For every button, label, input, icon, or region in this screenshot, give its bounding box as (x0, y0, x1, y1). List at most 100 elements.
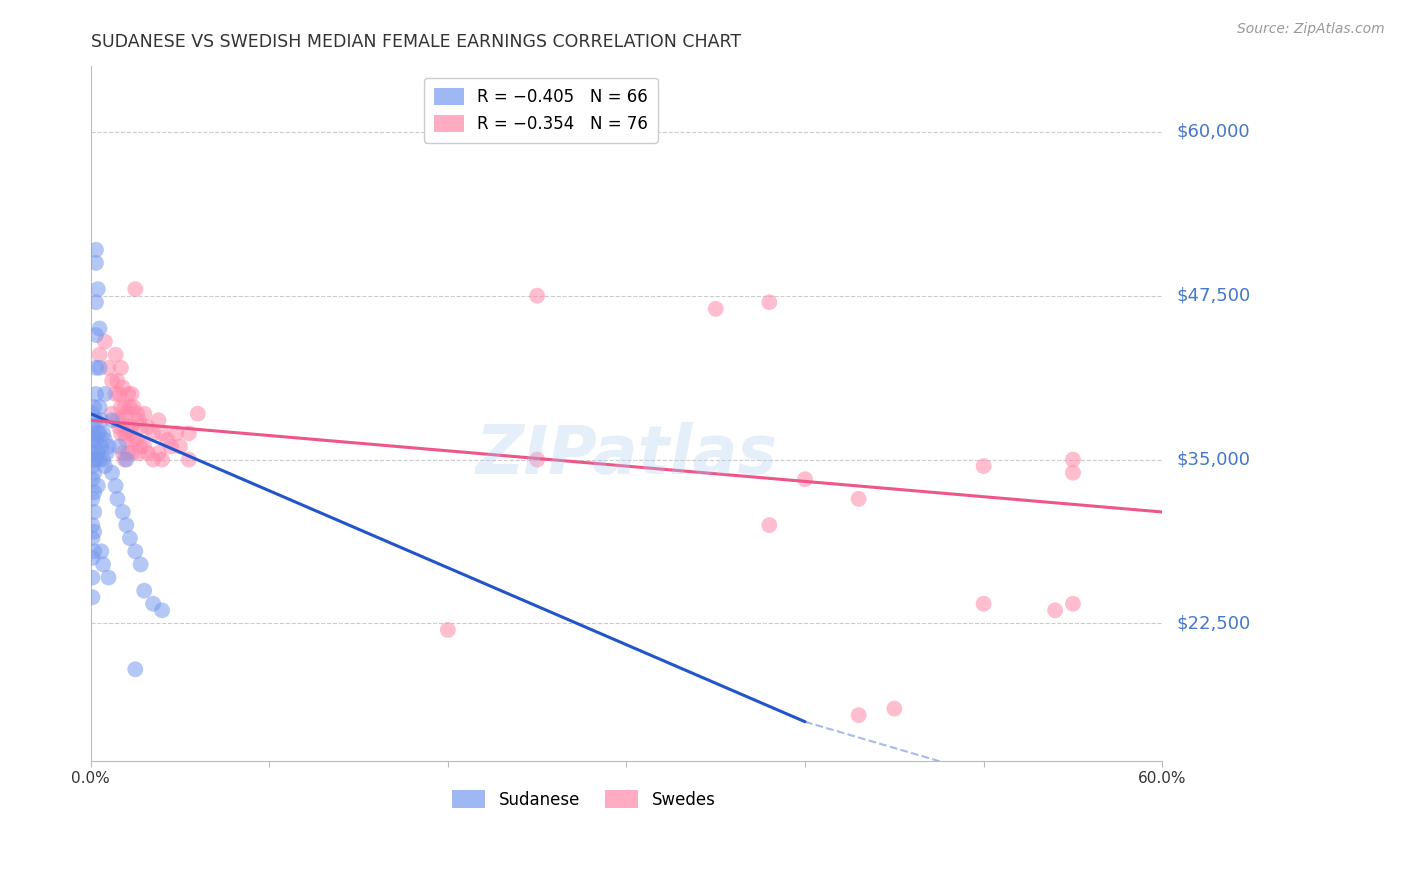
Point (107, 413, 129, 427)
Point (1062, 466, 1084, 480)
Point (758, 295, 780, 310)
Point (84, 256, 107, 270)
Point (94, 433, 117, 447)
Point (177, 452, 200, 467)
Point (89, 360, 111, 375)
Point (118, 531, 141, 545)
Point (115, 518, 138, 533)
Point (124, 662, 146, 676)
Point (107, 491, 129, 506)
Point (124, 282, 146, 296)
Point (115, 433, 138, 447)
Point (101, 413, 124, 427)
Point (90, 413, 112, 427)
Text: $60,000: $60,000 (1177, 123, 1250, 141)
Point (97, 570, 120, 584)
Point (110, 360, 132, 375)
Point (89, 400, 111, 414)
Point (82, 472, 104, 486)
Point (108, 440, 131, 454)
Point (83, 524, 105, 539)
Point (84, 328, 107, 343)
Point (82, 531, 104, 545)
Point (1062, 597, 1084, 611)
Point (82, 491, 104, 506)
Point (187, 407, 209, 421)
Point (82, 518, 104, 533)
Point (83, 452, 105, 467)
Point (758, 518, 780, 533)
Point (437, 623, 460, 637)
Point (134, 583, 156, 598)
Point (83, 544, 105, 558)
Point (848, 491, 870, 506)
Point (97, 360, 120, 375)
Point (87, 282, 110, 296)
Point (136, 419, 159, 434)
Point (150, 603, 173, 617)
Point (87, 479, 110, 493)
Legend: Sudanese, Swedes: Sudanese, Swedes (446, 784, 723, 815)
Point (84, 243, 107, 257)
Point (111, 446, 134, 460)
Point (794, 472, 817, 486)
Point (91, 558, 114, 572)
Point (114, 426, 136, 441)
Point (150, 452, 173, 467)
Point (115, 407, 138, 421)
Point (122, 400, 145, 414)
Text: $35,000: $35,000 (1177, 450, 1250, 468)
Point (121, 387, 143, 401)
Text: $22,500: $22,500 (1177, 615, 1250, 632)
Point (84, 413, 107, 427)
Point (110, 400, 132, 414)
Point (883, 701, 905, 715)
Point (108, 387, 131, 401)
Point (142, 452, 165, 467)
Point (84, 360, 107, 375)
Point (82, 591, 104, 605)
Point (118, 426, 141, 441)
Point (125, 433, 148, 447)
Point (1062, 452, 1084, 467)
Point (83, 485, 105, 500)
Point (89, 348, 111, 362)
Point (84, 295, 107, 310)
Point (111, 505, 134, 519)
Point (89, 321, 111, 335)
Point (83, 466, 105, 480)
Point (91, 426, 114, 441)
Point (84, 433, 107, 447)
Point (91, 452, 114, 467)
Point (136, 446, 159, 460)
Point (121, 446, 143, 460)
Point (96, 446, 118, 460)
Point (156, 433, 179, 447)
Point (111, 413, 134, 427)
Point (115, 452, 138, 467)
Point (94, 459, 117, 474)
Point (129, 419, 152, 434)
Point (87, 426, 110, 441)
Point (82, 570, 104, 584)
Text: SUDANESE VS SWEDISH MEDIAN FEMALE EARNINGS CORRELATION CHART: SUDANESE VS SWEDISH MEDIAN FEMALE EARNIN… (90, 33, 741, 51)
Point (526, 288, 548, 302)
Point (90, 440, 112, 454)
Point (148, 413, 170, 427)
Point (83, 505, 105, 519)
Point (117, 446, 139, 460)
Point (82, 419, 104, 434)
Point (94, 334, 117, 349)
Text: ZIPatlas: ZIPatlas (475, 423, 778, 488)
Point (82, 433, 104, 447)
Point (82, 446, 104, 460)
Point (125, 407, 148, 421)
Point (114, 400, 136, 414)
Point (142, 426, 165, 441)
Point (128, 446, 150, 460)
Point (122, 433, 145, 447)
Point (165, 426, 187, 441)
Point (177, 426, 200, 441)
Point (83, 426, 105, 441)
Point (84, 387, 107, 401)
